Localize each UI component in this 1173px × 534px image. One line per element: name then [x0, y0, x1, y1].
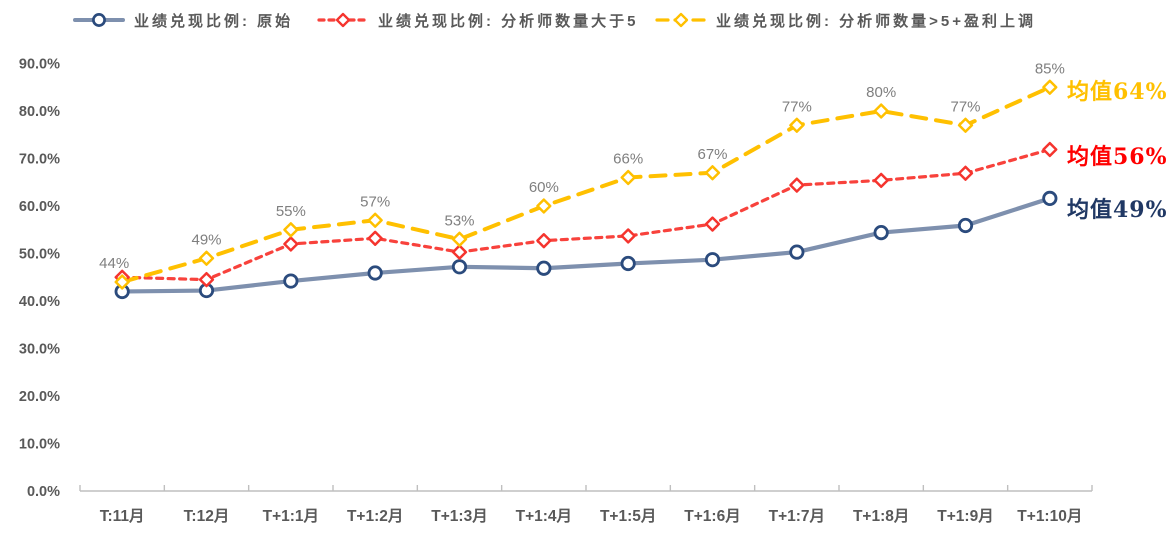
data-point-marker [789, 177, 805, 193]
data-point-marker [198, 271, 215, 288]
x-tick-label: T+1:7月 [769, 507, 825, 525]
legend-label-original: 业绩兑现比例: 原始 [134, 12, 294, 30]
series-markers-2 [114, 79, 1058, 290]
data-point-marker [198, 250, 215, 266]
legend-dashed-diamond-marker-icon [655, 11, 707, 29]
data-point-marker [789, 244, 805, 260]
data-point-marker [1042, 79, 1058, 95]
data-point-marker [957, 165, 974, 181]
mean-annotation-blue: 均值49% [1067, 197, 1168, 224]
legend-swatch-marker [92, 13, 106, 27]
series-line-1 [120, 147, 1052, 282]
data-point-label: 60% [529, 179, 559, 196]
series-markers-0 [114, 190, 1058, 300]
x-tick-label: T+1:6月 [684, 507, 740, 525]
x-tick-label: T+1:4月 [516, 507, 572, 525]
data-point-marker [620, 255, 636, 272]
data-point-marker [536, 260, 552, 276]
data-point-marker [1042, 190, 1058, 206]
data-point-label: 55% [276, 203, 306, 220]
y-tick-label: 50.0% [19, 247, 60, 263]
data-point-label: 67% [697, 146, 727, 163]
x-tick-label: T+1:2月 [347, 507, 403, 525]
data-point-marker [536, 198, 552, 214]
data-point-marker [283, 236, 299, 252]
data-point-label: 49% [191, 231, 221, 248]
data-point-label: 44% [99, 255, 129, 272]
y-tick-label: 10.0% [19, 437, 60, 453]
data-point-marker [620, 169, 636, 186]
data-point-marker [367, 265, 383, 281]
data-point-label: 80% [866, 84, 896, 101]
legend-label-analysts-gt5-upgrade: 业绩兑现比例: 分析师数量>5+盈利上调 [716, 12, 1037, 30]
y-tick-label: 40.0% [19, 294, 60, 310]
data-point-marker [957, 117, 974, 133]
series-line-0 [120, 196, 1052, 294]
y-tick-label: 20.0% [19, 389, 60, 405]
y-tick-label: 90.0% [19, 57, 60, 73]
data-point-marker [789, 117, 805, 133]
data-point-marker [704, 216, 721, 232]
y-tick-label: 0.0% [27, 484, 60, 500]
x-tick-label: T+1:9月 [937, 507, 993, 525]
data-point-label: 77% [950, 98, 980, 115]
data-point-marker [283, 273, 299, 289]
data-point-label: 77% [782, 98, 812, 115]
data-point-marker [451, 244, 468, 260]
data-point-marker [283, 222, 299, 238]
data-point-marker [451, 231, 468, 247]
y-tick-label: 30.0% [19, 342, 60, 358]
x-tick-label: T+1:1月 [263, 507, 319, 525]
x-tick-label: T+1:5月 [600, 507, 656, 525]
series-markers-1 [114, 141, 1058, 288]
legend-dashed-diamond-marker-icon [317, 11, 369, 29]
data-point-marker [536, 233, 552, 249]
data-point-label: 66% [613, 151, 643, 168]
x-tick-label: T:11月 [100, 507, 145, 525]
x-tick-label: T+1:3月 [431, 507, 487, 525]
series-line-2 [120, 85, 1052, 284]
x-tick-label: T+1:8月 [853, 507, 909, 525]
x-tick-label: T:12月 [184, 507, 230, 525]
y-tick-label: 70.0% [19, 152, 60, 168]
data-point-marker [704, 252, 721, 268]
data-point-marker [451, 259, 468, 275]
legend-swatch-marker [673, 12, 689, 28]
x-tick-label: T+1:10月 [1017, 507, 1082, 525]
data-point-marker [873, 103, 889, 119]
data-point-marker [367, 230, 383, 246]
y-tick-label: 60.0% [19, 199, 60, 215]
legend-line-circle-marker-icon [73, 11, 125, 29]
data-point-marker [1042, 141, 1058, 158]
data-point-marker [873, 225, 889, 241]
data-point-marker [704, 165, 721, 181]
y-tick-label: 80.0% [19, 104, 60, 120]
legend-label-analysts-gt5: 业绩兑现比例: 分析师数量大于5 [378, 12, 639, 30]
legend-item-original: 业绩兑现比例: 原始 [73, 7, 293, 33]
legend-swatch-marker [335, 12, 351, 28]
data-point-label: 57% [360, 193, 390, 210]
legend-item-analysts-gt5: 业绩兑现比例: 分析师数量大于5 [317, 7, 639, 33]
mean-annotation-red: 均值56% [1067, 144, 1168, 171]
data-point-marker [873, 172, 889, 188]
data-point-marker [114, 274, 130, 290]
data-point-marker [367, 212, 383, 228]
mean-annotation-yellow: 均值64% [1067, 79, 1168, 106]
data-point-label: 53% [444, 212, 474, 229]
data-point-marker [620, 228, 636, 244]
data-point-marker [957, 217, 974, 234]
legend-item-analysts-gt5-upgrade: 业绩兑现比例: 分析师数量>5+盈利上调 [655, 7, 1036, 33]
data-point-label: 85% [1035, 60, 1065, 77]
